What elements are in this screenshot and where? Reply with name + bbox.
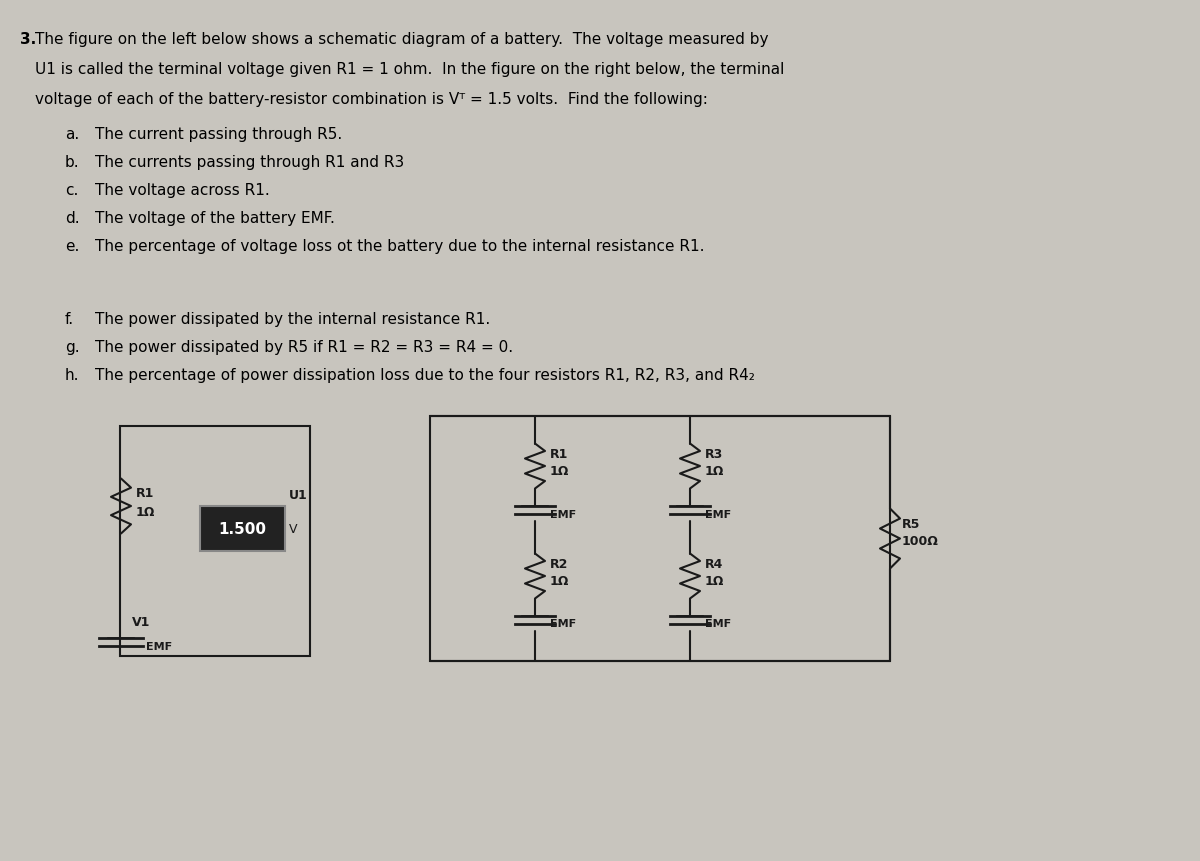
Bar — [430, 417, 890, 661]
Text: 1Ω: 1Ω — [550, 465, 569, 478]
Text: d.: d. — [65, 211, 79, 226]
Text: 1Ω: 1Ω — [136, 505, 155, 518]
Text: R1: R1 — [136, 487, 155, 500]
Text: EMF: EMF — [550, 509, 576, 519]
Text: V1: V1 — [132, 615, 150, 628]
Text: R3: R3 — [706, 448, 724, 461]
Text: 1Ω: 1Ω — [550, 575, 569, 588]
Text: voltage of each of the battery-resistor combination is Vᵀ = 1.5 volts.  Find the: voltage of each of the battery-resistor … — [35, 92, 708, 107]
Text: e.: e. — [65, 238, 79, 254]
Text: 1Ω: 1Ω — [706, 465, 725, 478]
Text: The power dissipated by R5 if R1 = R2 = R3 = R4 = 0.: The power dissipated by R5 if R1 = R2 = … — [95, 339, 514, 355]
Text: R2: R2 — [550, 558, 569, 571]
Text: EMF: EMF — [706, 509, 731, 519]
Bar — [200, 506, 286, 551]
Text: The current passing through R5.: The current passing through R5. — [95, 127, 342, 142]
Text: R5: R5 — [902, 517, 920, 530]
Text: V: V — [289, 523, 298, 536]
Text: c.: c. — [65, 183, 78, 198]
Text: EMF: EMF — [550, 619, 576, 629]
Text: The figure on the left below shows a schematic diagram of a battery.  The voltag: The figure on the left below shows a sch… — [35, 32, 768, 47]
Text: b.: b. — [65, 155, 79, 170]
Text: U1: U1 — [289, 488, 307, 501]
Text: R1: R1 — [550, 448, 569, 461]
Text: 100Ω: 100Ω — [902, 535, 938, 548]
Text: a.: a. — [65, 127, 79, 142]
Text: 1.500: 1.500 — [218, 522, 266, 536]
Text: g.: g. — [65, 339, 79, 355]
Text: The voltage across R1.: The voltage across R1. — [95, 183, 270, 198]
Text: The percentage of voltage loss ot the battery due to the internal resistance R1.: The percentage of voltage loss ot the ba… — [95, 238, 704, 254]
Text: The voltage of the battery EMF.: The voltage of the battery EMF. — [95, 211, 335, 226]
Text: 3.: 3. — [20, 32, 36, 47]
Text: f.: f. — [65, 312, 74, 326]
Text: EMF: EMF — [706, 619, 731, 629]
Bar — [120, 426, 310, 656]
Text: R4: R4 — [706, 558, 724, 571]
Text: U1 is called the terminal voltage given R1 = 1 ohm.  In the figure on the right : U1 is called the terminal voltage given … — [35, 62, 785, 77]
Text: The currents passing through R1 and R3: The currents passing through R1 and R3 — [95, 155, 404, 170]
Text: EMF: EMF — [146, 641, 172, 651]
Text: 1Ω: 1Ω — [706, 575, 725, 588]
Text: h.: h. — [65, 368, 79, 382]
Text: The percentage of power dissipation loss due to the four resistors R1, R2, R3, a: The percentage of power dissipation loss… — [95, 368, 755, 382]
Text: The power dissipated by the internal resistance R1.: The power dissipated by the internal res… — [95, 312, 491, 326]
